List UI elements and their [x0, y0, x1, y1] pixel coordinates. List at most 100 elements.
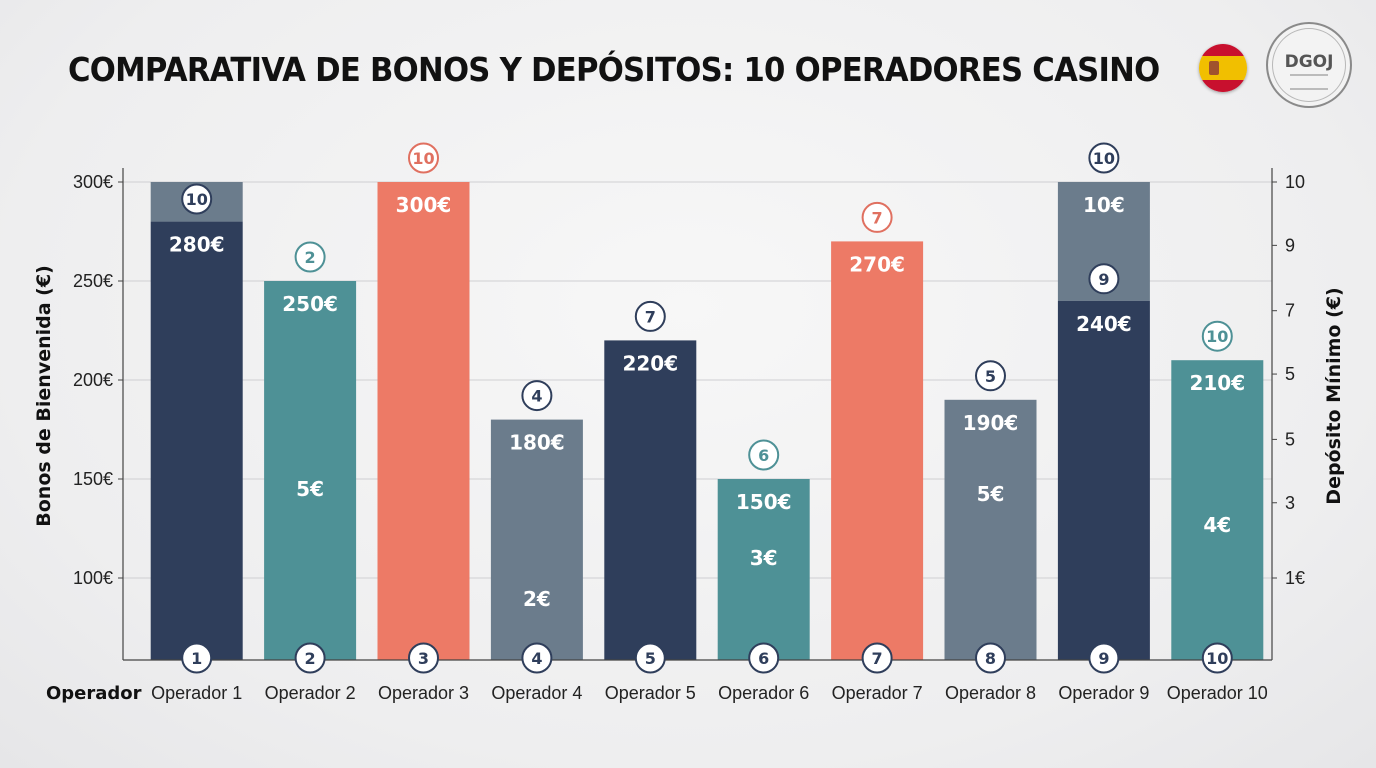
bar [717, 479, 810, 660]
top-badge-circle [748, 439, 780, 471]
bottom-badge: 6 [758, 649, 769, 668]
bar [604, 340, 697, 660]
category-label: Operador 1 [151, 683, 242, 703]
bottom-badge: 5 [645, 649, 656, 668]
top-badge: 10 [1206, 327, 1228, 346]
top-badge: 6 [758, 446, 769, 465]
category-label: Operador 8 [945, 683, 1036, 703]
category-label: Operador 9 [1058, 683, 1149, 703]
bar [1171, 360, 1264, 660]
bottom-badge-circle [861, 642, 893, 674]
bottom-badge-circle [521, 642, 553, 674]
bar-value-label: 210€ [1189, 371, 1245, 395]
deposit-label: 10€ [1083, 193, 1125, 217]
top-badge-circle [975, 360, 1006, 392]
bottom-badge: 3 [418, 649, 429, 668]
deposit-label: 4€ [1203, 513, 1231, 537]
y2-tick-label: 9 [1285, 235, 1295, 255]
bar-value-label: 250€ [282, 292, 338, 316]
deposit-label: 3€ [750, 546, 778, 570]
y2-tick-label: 10 [1285, 172, 1305, 192]
bar [490, 419, 583, 660]
y2-tick-label: 1€ [1285, 568, 1305, 588]
bottom-badge-circle [181, 642, 213, 674]
category-label: Operador 7 [832, 683, 923, 703]
bar [831, 241, 924, 660]
bottom-badge-circle [408, 642, 439, 674]
bottom-badge: 2 [305, 649, 316, 668]
y2-tick-label: 5 [1285, 429, 1295, 449]
top-badge: 10 [186, 190, 208, 209]
top-badge: 10 [1093, 149, 1115, 168]
top-badge-circle [634, 300, 666, 332]
category-label: Operador 6 [718, 683, 809, 703]
dgoj-seal-icon: DGOJ [1266, 22, 1352, 108]
top-badge: 7 [645, 307, 656, 326]
top-badge: 4 [531, 387, 542, 406]
y-tick-label: 150€ [73, 469, 113, 489]
top-badge-circle [408, 142, 439, 174]
y2-tick-label: 5 [1285, 364, 1295, 384]
y-tick-label: 250€ [73, 271, 113, 291]
category-label: Operador 10 [1167, 683, 1268, 703]
bottom-badge-circle [634, 642, 666, 674]
bottom-badge: 7 [872, 649, 883, 668]
spain-flag-icon [1199, 44, 1247, 92]
x-axis-title: Operador [46, 683, 142, 704]
top-badge: 2 [305, 248, 316, 267]
category-label: Operador 3 [378, 683, 469, 703]
bar [944, 399, 1037, 660]
y2-tick-label: 3 [1285, 493, 1295, 513]
deposit-label: 2€ [523, 587, 551, 611]
deposit-label: 5€ [977, 482, 1005, 506]
category-label: Operador 4 [491, 683, 582, 703]
bar [377, 182, 470, 660]
labels-layer: 280€ 10 1 Operador 1 250€ 5€ 2 2 Operador 2 300€ 1… [151, 142, 1268, 703]
bar [1057, 300, 1150, 660]
top-badge: 5 [985, 367, 996, 386]
top-badge: 10 [412, 149, 434, 168]
deposit-label: 5€ [296, 477, 324, 501]
top-badge-circle [1088, 142, 1120, 174]
bar-value-label: 220€ [622, 351, 678, 375]
y2-axis-title: Depósito Mínimo (€) [1323, 287, 1345, 504]
bottom-badge-circle [1088, 642, 1120, 674]
bottom-badge: 10 [1206, 649, 1228, 668]
bar-value-label: 190€ [963, 411, 1019, 435]
bottom-badge: 8 [985, 649, 996, 668]
bar-value-label: 280€ [169, 233, 225, 257]
bottom-badge-circle [748, 642, 780, 674]
y2-tick-label: 7 [1285, 301, 1295, 321]
bar-value-label: 270€ [849, 252, 905, 276]
bar-value-label: 180€ [509, 431, 565, 455]
bottom-badge-circle [1201, 642, 1233, 674]
top-badge-circle [294, 241, 326, 273]
bar-value-label: 150€ [736, 490, 792, 514]
inner-badge-circle [1088, 263, 1120, 295]
y-tick-label: 200€ [73, 370, 113, 390]
inner-badge: 9 [1098, 270, 1109, 289]
bottom-badge-circle [975, 642, 1006, 674]
top-badge-circle [181, 183, 213, 215]
top-badge-circle [861, 201, 893, 233]
bar-value-label: 300€ [396, 193, 452, 217]
bar [264, 281, 357, 660]
y-tick-label: 300€ [73, 172, 113, 192]
bottom-badge: 4 [531, 649, 542, 668]
y-tick-label: 100€ [73, 568, 113, 588]
bar-value-label: 240€ [1076, 312, 1132, 336]
category-label: Operador 2 [265, 683, 356, 703]
bottom-badge: 9 [1098, 649, 1109, 668]
category-label: Operador 5 [605, 683, 696, 703]
top-badge-circle [1201, 320, 1233, 352]
bottom-badge-circle [294, 642, 326, 674]
chart-title: COMPARATIVA DE BONOS Y DEPÓSITOS: 10 OPE… [68, 50, 1160, 89]
bottom-badge: 1 [191, 649, 202, 668]
top-badge-circle [521, 380, 553, 412]
seal-text: DGOJ [1284, 52, 1334, 72]
y-axis-title: Bonos de Bienvenida (€) [33, 265, 55, 526]
top-badge: 7 [872, 208, 883, 227]
bar [150, 221, 243, 660]
axes-layer: 300€ 250€ 200€ 150€ 100€ 10 9 7 5 5 3 1€ Bonos de Bi… [33, 168, 1345, 704]
